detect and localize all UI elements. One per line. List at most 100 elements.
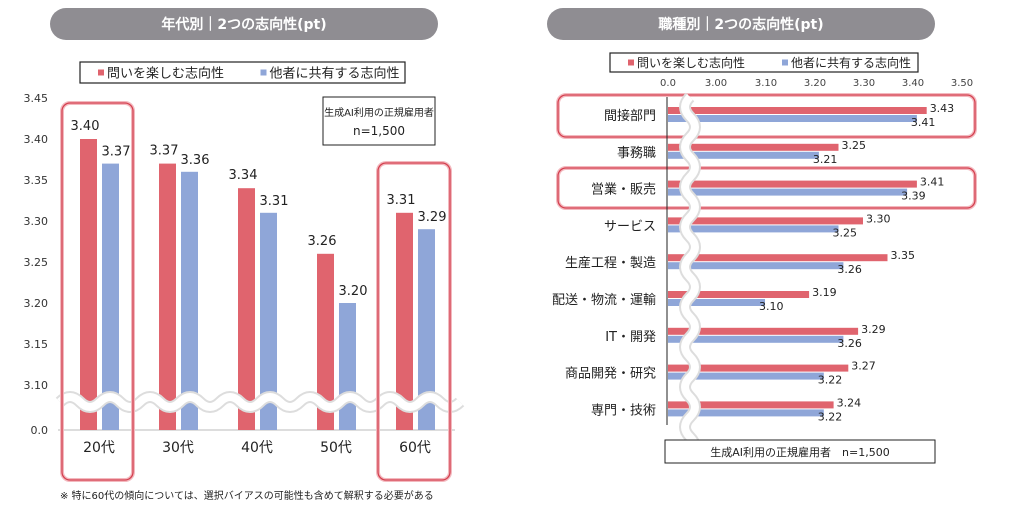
bar-2 [668, 115, 917, 122]
data-label: 3.26 [837, 337, 862, 350]
y-tick-label: サービス [604, 219, 656, 234]
data-label: 3.21 [813, 153, 838, 166]
data-label: 3.29 [418, 210, 447, 225]
x-tick-label: 3.20 [804, 78, 826, 89]
y-tick-label: 3.30 [24, 215, 49, 228]
x-tick-label: 30代 [162, 440, 194, 456]
bar-2 [668, 151, 819, 159]
note-box [664, 439, 936, 464]
axis-break-wave [57, 393, 463, 411]
legend-swatch-2 [260, 69, 267, 76]
data-label: 3.41 [920, 176, 945, 189]
x-tick-label: 20代 [83, 440, 115, 456]
y-tick-label: 配送・物流・運輸 [552, 293, 656, 308]
y-tick-label: IT・開発 [605, 330, 656, 345]
bar-1 [396, 212, 413, 430]
note-text: 生成AI利用の正規雇用者 n=1,500 [710, 445, 889, 459]
y-tick-label: 間接部門 [604, 108, 656, 124]
bar-1 [668, 364, 849, 372]
legend-label-1: 問いを楽しむ志向性 [107, 65, 224, 81]
x-tick-label: 3.00 [705, 78, 727, 89]
data-label: 3.31 [260, 194, 289, 209]
x-tick-label: 3.30 [853, 78, 875, 89]
data-label: 3.30 [866, 212, 891, 225]
bar-2 [668, 409, 824, 417]
legend-label-2: 他者に共有する志向性 [791, 55, 911, 70]
x-tick-label: 60代 [399, 440, 431, 456]
bar-2 [668, 299, 765, 306]
data-label: 3.22 [818, 410, 843, 423]
y-tick-label: 商品開発・研究 [565, 367, 656, 382]
bar-1 [668, 254, 888, 262]
highlight-20s [61, 102, 134, 481]
legend-box [79, 61, 406, 84]
legend-label-1: 問いを楽しむ志向性 [637, 55, 745, 70]
data-label: 3.26 [837, 263, 862, 276]
bar-1 [668, 291, 810, 298]
y-tick-label: 3.20 [24, 297, 49, 310]
chart-title: 年代別｜2つの志向性(pt) [161, 16, 326, 33]
bar-1 [668, 180, 917, 188]
data-label: 3.34 [229, 168, 258, 183]
data-label: 3.31 [387, 193, 416, 208]
y-tick-label: 3.25 [24, 256, 49, 269]
bar-1 [668, 327, 859, 335]
bar-1 [668, 217, 863, 225]
x-tick-label: 50代 [320, 440, 352, 456]
data-label: 3.39 [901, 190, 926, 203]
y-tick-label: 0.0 [31, 424, 49, 437]
y-tick-label: 生産工程・製造 [565, 255, 656, 271]
highlight-60s [377, 162, 451, 481]
title-pill [547, 8, 935, 40]
legend-swatch-2 [782, 59, 788, 66]
data-label: 3.20 [339, 284, 368, 299]
legend-swatch-1 [628, 59, 634, 66]
note-text: 生成AI利用の正規雇用者 [324, 106, 434, 119]
y-tick-label: 3.45 [24, 92, 49, 105]
data-label: 3.43 [930, 102, 955, 115]
bar-2 [260, 212, 277, 430]
data-label: 3.22 [818, 374, 843, 387]
legend-label-2: 他者に共有する志向性 [270, 65, 400, 81]
y-tick-label: 3.10 [24, 379, 49, 392]
bar-1 [238, 188, 255, 430]
footnote: ※ 特に60代の傾向については、選択バイアスの可能性も含めて解釈する必要がある [60, 489, 434, 502]
data-label: 3.26 [308, 234, 337, 249]
y-tick-label: 3.15 [24, 338, 49, 351]
y-tick-label: 3.40 [24, 133, 49, 146]
data-label: 3.37 [150, 144, 179, 159]
bar-1 [317, 253, 334, 430]
y-tick-label: 専門・技術 [591, 403, 656, 418]
bar-2 [418, 229, 435, 430]
x-tick-label: 40代 [241, 440, 273, 456]
bar-1 [80, 139, 97, 430]
bar-2 [668, 372, 824, 380]
x-tick-label: 0.0 [660, 78, 676, 89]
highlight-sales [557, 167, 976, 209]
data-label: 3.29 [861, 323, 886, 336]
data-label: 3.10 [759, 300, 784, 313]
bar-2 [102, 163, 119, 430]
chart-title: 職種別｜2つの志向性(pt) [658, 16, 823, 33]
x-tick-label: 3.50 [951, 78, 973, 89]
title-pill [50, 8, 438, 40]
bar-2 [339, 303, 356, 430]
note-box [322, 96, 436, 146]
data-label: 3.41 [911, 116, 936, 129]
highlight-indirect [557, 94, 976, 138]
axis-break-wave [681, 94, 699, 460]
note-text: n=1,500 [353, 124, 405, 138]
y-tick-label: 3.35 [24, 174, 49, 187]
data-label: 3.37 [102, 145, 131, 160]
bar-1 [159, 163, 176, 430]
data-label: 3.36 [181, 153, 210, 168]
bar-2 [668, 225, 839, 233]
data-label: 3.24 [837, 396, 862, 409]
data-label: 3.35 [891, 249, 916, 262]
bar-1 [668, 107, 927, 114]
bar-2 [668, 335, 844, 343]
y-tick-label: 営業・販売 [591, 182, 656, 198]
data-label: 3.25 [833, 226, 858, 239]
